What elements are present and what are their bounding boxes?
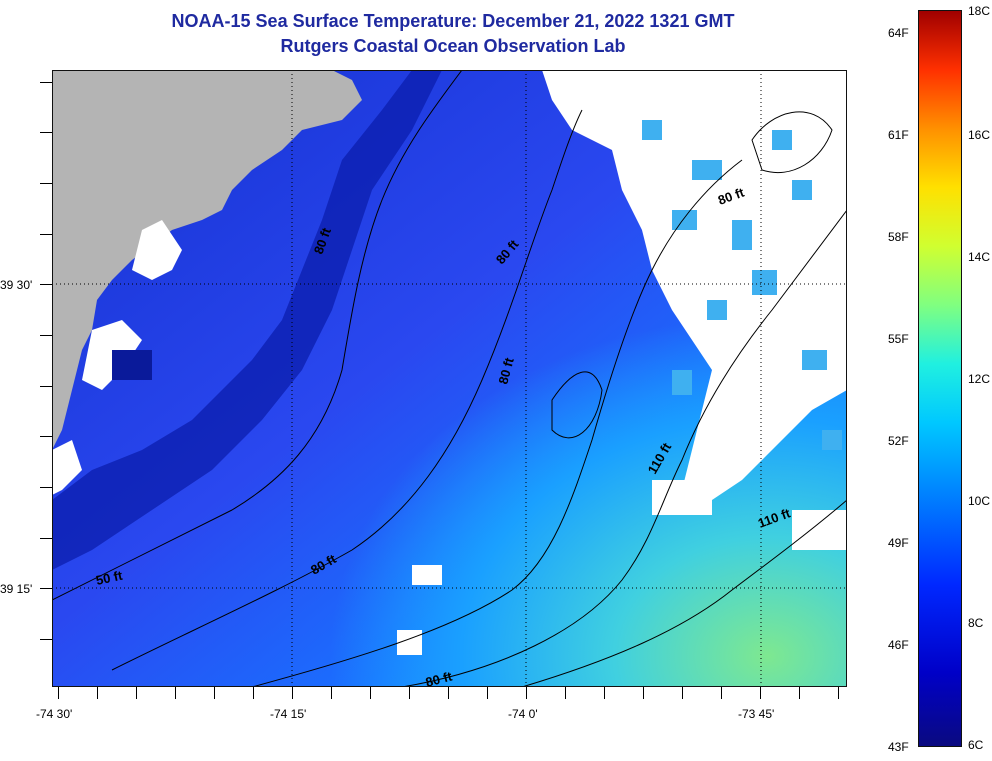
cloud-mask-ne	[542, 70, 847, 500]
contour-label-50ft: 50 ft	[95, 568, 125, 588]
colorbar-label-12c: 12C	[968, 372, 991, 386]
map-subtitle: Rutgers Coastal Ocean Observation Lab	[280, 36, 626, 56]
estuary	[112, 350, 152, 380]
contour-label-80ft-mid: 80 ft	[495, 355, 517, 385]
sst-map-canvas: 50 ft 80 ft 80 ft 80 ft 80 ft 80 ft 110 …	[52, 70, 847, 687]
cloud-mask-se	[397, 480, 847, 655]
colorbar-label-16c: 16C	[968, 128, 991, 142]
temperature-colorbar	[918, 10, 962, 747]
cold-coastal-water	[52, 70, 442, 570]
contour-label-80ft-south: 80 ft	[424, 668, 454, 687]
cloud-gap-pixels	[642, 120, 842, 450]
colorbar-label-43f: 43F	[888, 740, 909, 754]
colorbar-label-14c: 14C	[968, 250, 991, 264]
colorbar-label-61f: 61F	[888, 128, 909, 142]
colorbar-label-8c: 8C	[968, 616, 984, 630]
colorbar-label-55f: 55F	[888, 332, 909, 346]
map-title: NOAA-15 Sea Surface Temperature: Decembe…	[171, 11, 735, 31]
lon-label-74-30: -74 30'	[36, 707, 73, 721]
lat-label-39-30: 39 30'	[0, 278, 33, 292]
colorbar-label-18c: 18C	[968, 4, 991, 18]
sst-map[interactable]: 50 ft 80 ft 80 ft 80 ft 80 ft 80 ft 110 …	[52, 70, 847, 687]
colorbar-label-10c: 10C	[968, 494, 991, 508]
lat-label-39-15: 39 15'	[0, 582, 33, 596]
lon-label-74-0: -74 0'	[508, 707, 538, 721]
lon-label-74-15: -74 15'	[270, 707, 307, 721]
colorbar-label-49f: 49F	[888, 536, 909, 550]
colorbar-label-64f: 64F	[888, 26, 909, 40]
colorbar-label-46f: 46F	[888, 638, 909, 652]
colorbar-label-6c: 6C	[968, 738, 984, 752]
land-new-jersey	[52, 70, 362, 450]
colorbar-label-52f: 52F	[888, 434, 909, 448]
bathymetry-contours	[52, 70, 847, 687]
graticule	[52, 70, 847, 687]
lon-label-73-45: -73 45'	[738, 707, 775, 721]
colorbar-label-58f: 58F	[888, 230, 909, 244]
